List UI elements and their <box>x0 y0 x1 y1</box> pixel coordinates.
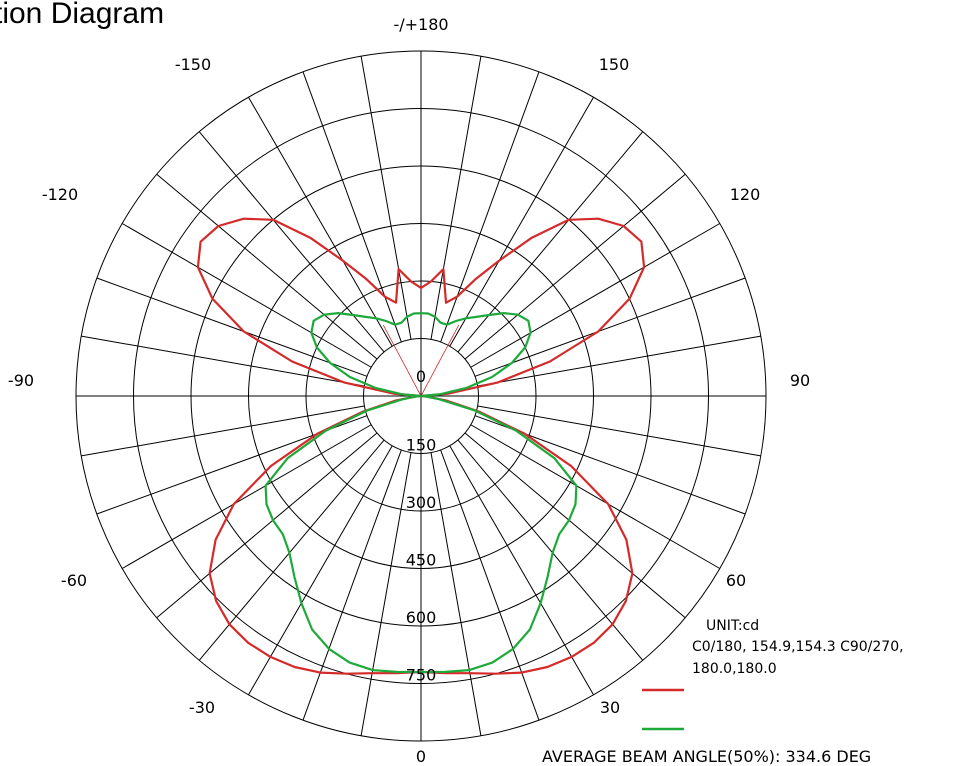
grid-spoke <box>449 445 594 696</box>
angle-label: -90 <box>8 371 34 390</box>
grid-spoke <box>440 71 540 343</box>
grid-spoke <box>430 56 482 340</box>
grid-spoke <box>302 449 402 721</box>
angle-label: -120 <box>42 185 78 204</box>
angle-label: 0 <box>416 747 426 766</box>
radial-tick-label: 750 <box>406 666 437 685</box>
angle-label: -30 <box>189 698 215 717</box>
series-curve-red <box>196 217 646 675</box>
grid-spoke <box>440 449 540 721</box>
radial-tick-label: 450 <box>406 551 437 570</box>
polar-grid <box>75 50 767 742</box>
angle-label: 30 <box>600 698 620 717</box>
radial-tick-label: 300 <box>406 493 437 512</box>
angle-label: 60 <box>726 571 746 590</box>
grid-spoke <box>248 96 393 347</box>
grid-spoke <box>470 424 721 569</box>
unit-label: UNIT:cd <box>706 618 759 634</box>
beam-angle-footer: AVERAGE BEAM ANGLE(50%): 334.6 DEG <box>542 747 871 766</box>
grid-spoke <box>156 432 378 619</box>
grid-spoke <box>457 131 644 353</box>
legend-red-label: C0/180, 154.9,154.3 C90/270, <box>692 639 904 655</box>
grid-spoke <box>457 439 644 661</box>
angle-label: -150 <box>175 55 211 74</box>
radial-tick-label: 0 <box>416 367 426 386</box>
angle-label: 120 <box>730 185 761 204</box>
grid-spoke <box>248 445 393 696</box>
grid-spoke <box>477 405 761 457</box>
legend-red-label-2: 180.0,180.0 <box>692 661 777 677</box>
grid-spoke <box>302 71 402 343</box>
chart-labels: -/+1801501209060300-30-60-90-120-1500150… <box>8 15 810 766</box>
grid-spoke <box>430 452 482 736</box>
angle-label: -/+180 <box>393 15 448 34</box>
beam-angle-ray <box>382 324 422 397</box>
series-curve-green <box>264 312 578 674</box>
beam-angle-ray <box>420 324 460 397</box>
grid-spoke <box>198 131 385 353</box>
grid-spoke <box>449 96 594 347</box>
angle-label: -60 <box>61 571 87 590</box>
radial-tick-label: 150 <box>406 436 437 455</box>
grid-spoke <box>156 173 378 360</box>
grid-spoke <box>470 223 721 368</box>
grid-spoke <box>81 335 365 387</box>
grid-spoke <box>477 335 761 387</box>
chart-series <box>196 217 646 675</box>
grid-spoke <box>360 56 412 340</box>
grid-spoke <box>121 223 372 368</box>
grid-spoke <box>464 173 686 360</box>
grid-spoke <box>464 432 686 619</box>
chart-title: tion Diagram <box>0 0 164 30</box>
grid-spoke <box>360 452 412 736</box>
angle-label: 90 <box>790 371 810 390</box>
grid-spoke <box>81 405 365 457</box>
grid-spoke <box>198 439 385 661</box>
grid-spoke <box>121 424 372 569</box>
radial-tick-label: 600 <box>406 608 437 627</box>
grid-spoke <box>96 277 368 377</box>
grid-spoke <box>474 277 746 377</box>
angle-label: 150 <box>599 55 630 74</box>
